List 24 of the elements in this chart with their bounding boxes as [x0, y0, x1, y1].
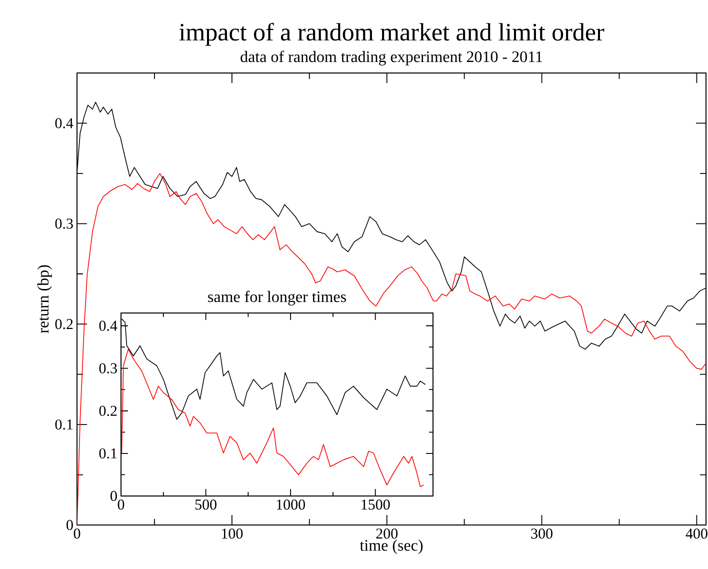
y-tick-label: 0.1 [99, 448, 117, 459]
y-tick-label: 0.4 [99, 320, 118, 331]
chart-title: impact of a random market and limit order [179, 22, 604, 46]
x-tick-label: 1500 [362, 500, 390, 510]
x-tick-label: 0 [118, 500, 124, 510]
y-tick-label: 0.3 [55, 218, 73, 229]
chart-title: same for longer times [208, 290, 346, 306]
y-tick-label: 0.4 [55, 118, 74, 128]
x-tick-label: 100 [222, 528, 243, 539]
y-tick-label: 0 [110, 490, 117, 502]
chart-subtitle: data of random trading experiment 2010 - 2011 [240, 50, 542, 66]
x-tick-label: 300 [531, 528, 552, 539]
y-tick-label: 0.2 [99, 406, 117, 416]
x-tick-label: 200 [376, 528, 398, 539]
x-axis-title: time (sec) [360, 540, 423, 554]
y-tick-label: 0.3 [99, 363, 117, 374]
y-tick-label: 0 [66, 520, 73, 530]
y-tick-label: 0.2 [55, 319, 73, 330]
x-tick-label: 1000 [276, 500, 305, 510]
y-tick-label: 0.1 [55, 419, 73, 430]
x-tick-label: 400 [686, 528, 708, 539]
x-tick-label: 0 [74, 528, 80, 539]
x-tick-label: 500 [195, 500, 216, 510]
y-axis-title: return (bp) [37, 265, 52, 334]
